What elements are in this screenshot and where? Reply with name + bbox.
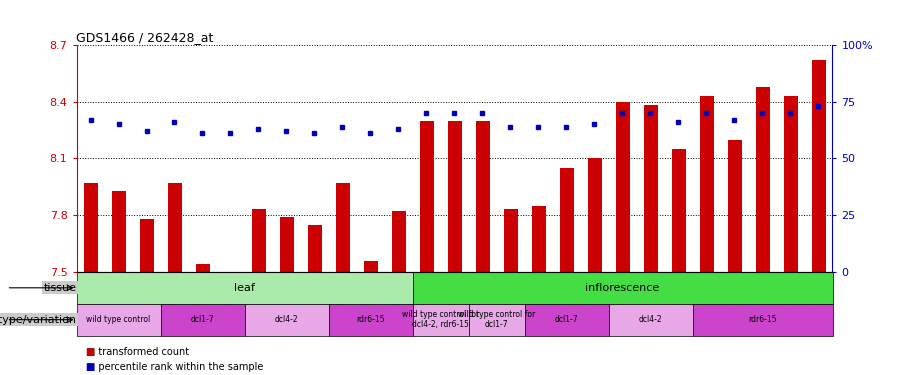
Bar: [532, 206, 545, 272]
Text: leaf: leaf: [234, 283, 255, 293]
Bar: [328, 304, 412, 336]
Bar: [475, 121, 490, 272]
Bar: [608, 304, 692, 336]
Text: ■ transformed count: ■ transformed count: [86, 347, 189, 357]
Bar: [755, 87, 770, 272]
Bar: [336, 183, 349, 272]
Bar: [692, 304, 832, 336]
Bar: [392, 211, 406, 272]
Text: GDS1466 / 262428_at: GDS1466 / 262428_at: [76, 31, 214, 44]
Bar: [167, 183, 182, 272]
Bar: [76, 304, 160, 336]
Bar: [195, 264, 210, 272]
Bar: [560, 168, 573, 272]
Bar: [84, 183, 97, 272]
Bar: [469, 304, 525, 336]
Bar: [112, 190, 125, 272]
Text: wild type control: wild type control: [86, 315, 150, 324]
Bar: [784, 96, 797, 272]
Text: genotype/variation: genotype/variation: [0, 315, 76, 325]
Bar: [588, 158, 601, 272]
Text: inflorescence: inflorescence: [585, 283, 660, 293]
Bar: [308, 225, 321, 272]
Bar: [280, 217, 293, 272]
Bar: [812, 60, 825, 272]
Bar: [412, 304, 469, 336]
Bar: [503, 210, 517, 272]
Text: dcl4-2: dcl4-2: [639, 315, 662, 324]
Text: wild type control for
dcl4-2, rdr6-15: wild type control for dcl4-2, rdr6-15: [402, 310, 479, 329]
Bar: [76, 272, 412, 304]
Text: ■ percentile rank within the sample: ■ percentile rank within the sample: [86, 362, 263, 372]
Bar: [699, 96, 714, 272]
Text: dcl1-7: dcl1-7: [191, 315, 214, 324]
Text: dcl4-2: dcl4-2: [274, 315, 298, 324]
Bar: [671, 149, 686, 272]
Bar: [727, 140, 742, 272]
Text: wild type control for
dcl1-7: wild type control for dcl1-7: [458, 310, 536, 329]
Bar: [245, 304, 328, 336]
Bar: [412, 272, 832, 304]
Bar: [447, 121, 462, 272]
Text: tissue: tissue: [43, 283, 76, 293]
Text: rdr6-15: rdr6-15: [748, 315, 777, 324]
Bar: [364, 261, 377, 272]
Bar: [251, 210, 266, 272]
Bar: [616, 102, 629, 272]
Text: ■: ■: [86, 362, 94, 372]
Text: ■: ■: [86, 347, 94, 357]
Bar: [525, 304, 608, 336]
Bar: [419, 121, 434, 272]
Bar: [160, 304, 245, 336]
Bar: [140, 219, 154, 272]
Bar: [644, 105, 658, 272]
Text: rdr6-15: rdr6-15: [356, 315, 385, 324]
Text: dcl1-7: dcl1-7: [554, 315, 579, 324]
